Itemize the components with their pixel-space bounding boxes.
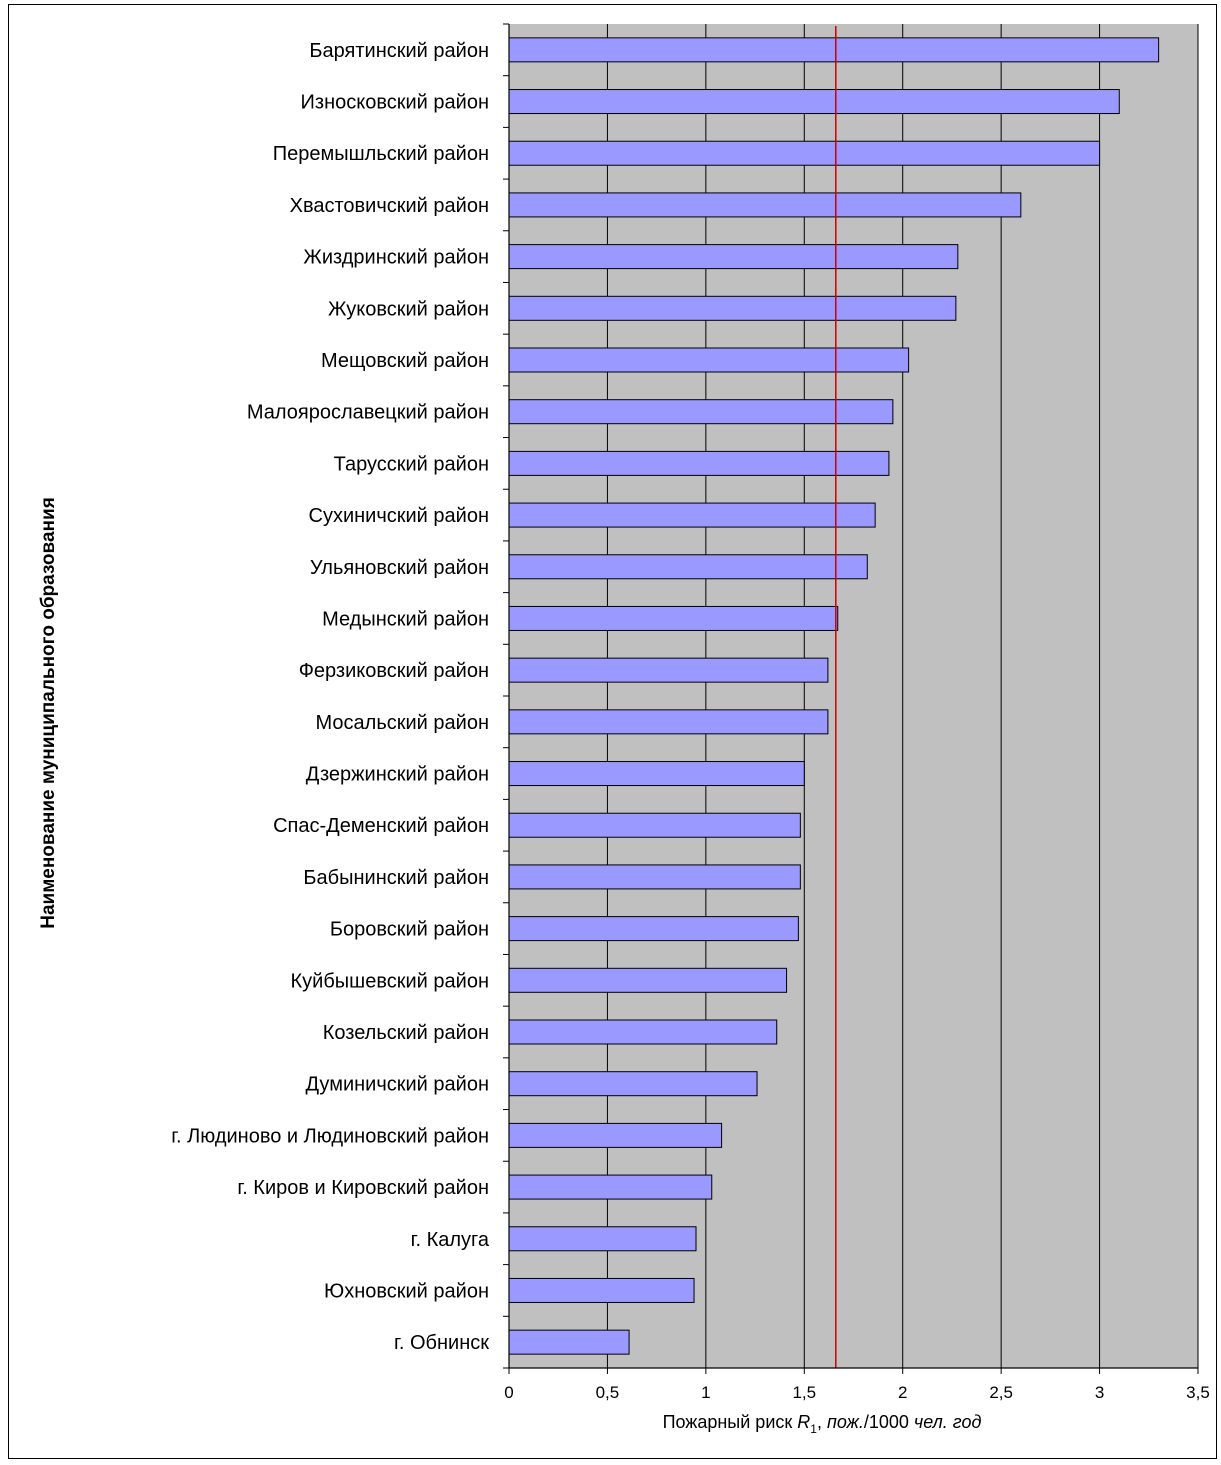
axes <box>503 23 1199 1374</box>
category-label-6: Жуковский район <box>328 298 489 320</box>
x-axis-title-sep: , <box>817 1412 827 1432</box>
x-tick-label-3: 1,5 <box>792 1383 816 1402</box>
category-label-14: Мосальский район <box>316 712 489 734</box>
bar-26 <box>508 1329 630 1355</box>
x-axis-title-mid: /1000 <box>864 1412 914 1432</box>
category-label-12: Медынский район <box>322 608 489 630</box>
bar-20 <box>508 1019 778 1045</box>
bar-18 <box>508 916 799 942</box>
y-axis-title: Наименование муниципального образования <box>38 497 59 929</box>
x-axis-title-unit-b: чел. год <box>914 1412 982 1432</box>
x-tick-label-4: 2 <box>898 1383 907 1402</box>
bar-13 <box>508 657 829 683</box>
x-tick-labels: 0 0,5 1 1,5 2 2,5 3 3,5 <box>504 1383 1210 1402</box>
bar-7 <box>508 347 910 373</box>
x-axis-title-prefix: Пожарный риск <box>663 1412 798 1432</box>
bar-14 <box>508 709 829 735</box>
bars <box>508 37 1160 1355</box>
x-tick-label-1: 0,5 <box>596 1383 620 1402</box>
plot-area <box>509 24 1198 1368</box>
category-label-5: Жиздринский район <box>303 247 489 269</box>
bar-15 <box>508 761 805 787</box>
bar-25 <box>508 1277 695 1303</box>
category-label-17: Бабынинский район <box>303 867 489 889</box>
bar-4 <box>508 192 1022 218</box>
category-label-8: Малоярославецкий район <box>247 402 489 424</box>
category-label-16: Спас-Деменский район <box>273 815 489 837</box>
x-tick-label-6: 3 <box>1095 1383 1104 1402</box>
x-axis-title: Пожарный риск R1, пож./1000 чел. год <box>663 1412 982 1436</box>
category-label-10: Сухиничский район <box>309 505 490 527</box>
x-axis-title-unit-a: пож. <box>827 1412 864 1432</box>
bar-1 <box>508 37 1160 63</box>
category-label-7: Мещовский район <box>321 350 489 372</box>
category-label-23: г. Киров и Кировский район <box>237 1177 489 1199</box>
category-labels: Барятинский район Износковский район Перем… <box>171 40 490 1354</box>
bar-9 <box>508 450 890 476</box>
category-label-15: Дзержинский район <box>306 764 489 786</box>
category-label-25: Юхновский район <box>324 1280 489 1302</box>
bar-19 <box>508 967 788 993</box>
x-axis-title-subscript: 1 <box>810 1422 817 1436</box>
x-axis-title-symbol: R <box>797 1412 810 1432</box>
bar-10 <box>508 502 876 528</box>
bar-17 <box>508 864 801 890</box>
category-label-21: Думиничский район <box>305 1074 489 1096</box>
category-label-24: г. Калуга <box>411 1229 490 1251</box>
bar-16 <box>508 812 801 838</box>
category-label-3: Перемышльский район <box>273 143 489 165</box>
x-tick-label-0: 0 <box>504 1383 513 1402</box>
bar-3 <box>508 140 1101 166</box>
category-label-2: Износковский район <box>301 92 489 114</box>
bar-12 <box>508 605 839 631</box>
category-label-11: Ульяновский район <box>310 557 489 579</box>
category-label-22: г. Людиново и Людиновский район <box>171 1125 489 1147</box>
bar-23 <box>508 1174 713 1200</box>
bar-6 <box>508 295 957 321</box>
category-label-18: Боровский район <box>330 919 489 941</box>
category-label-26: г. Обнинск <box>394 1332 489 1354</box>
x-tick-label-2: 1 <box>701 1383 710 1402</box>
bar-5 <box>508 244 959 270</box>
x-tick-label-5: 2,5 <box>989 1383 1013 1402</box>
category-label-4: Хвастовичский район <box>290 195 489 217</box>
bar-22 <box>508 1122 723 1148</box>
category-label-20: Козельский район <box>323 1022 489 1044</box>
category-label-19: Куйбышевский район <box>291 970 489 992</box>
x-tick-label-7: 3,5 <box>1186 1383 1210 1402</box>
bar-11 <box>508 554 868 580</box>
category-label-1: Барятинский район <box>309 40 489 62</box>
bar-21 <box>508 1071 758 1097</box>
category-label-13: Ферзиковский район <box>299 660 489 682</box>
category-label-9: Тарусский район <box>334 453 489 475</box>
bar-2 <box>508 89 1120 115</box>
bar-24 <box>508 1226 697 1252</box>
